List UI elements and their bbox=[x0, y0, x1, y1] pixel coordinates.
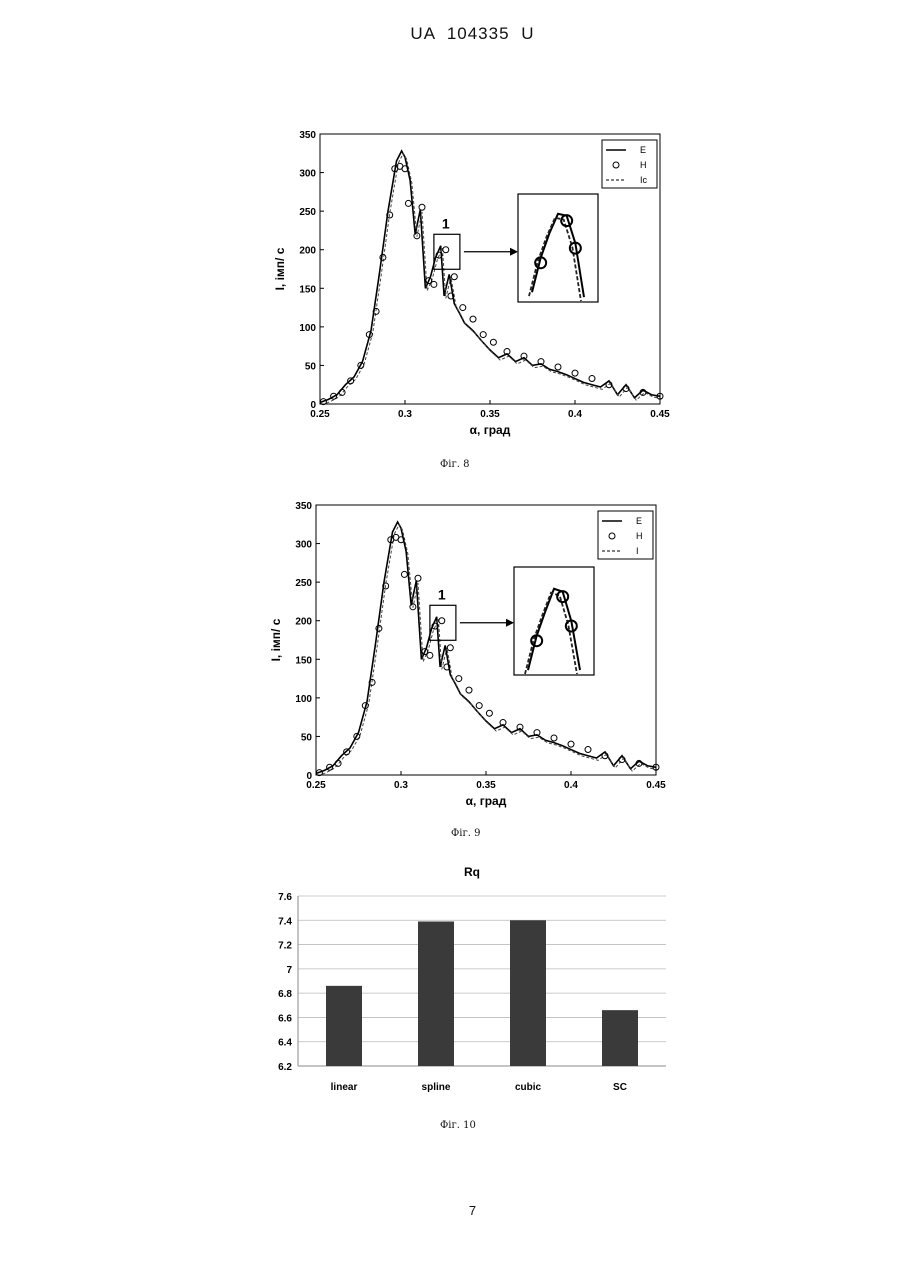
fig8-legend-box bbox=[602, 140, 657, 188]
fig9-marker-h bbox=[447, 645, 453, 651]
figure-10-caption: Фіг. 10 bbox=[440, 1120, 476, 1131]
fig9-y-axis-label: I, імп/ с bbox=[269, 618, 283, 661]
figure-9-caption: Фіг. 9 bbox=[451, 828, 480, 839]
fig9-annotation-label: 1 bbox=[438, 586, 446, 602]
fig8-y-tick-label: 300 bbox=[299, 169, 316, 180]
fig8-y-tick-label: 50 bbox=[305, 361, 317, 372]
fig10-bar-spline bbox=[418, 922, 454, 1067]
fig9-x-tick-label: 0.3 bbox=[394, 780, 408, 791]
fig8-marker-h bbox=[431, 281, 437, 287]
fig9-legend-label-dashed: I bbox=[636, 546, 639, 556]
fig9-series-e-line bbox=[316, 522, 656, 773]
fig10-y-tick-label: 6.4 bbox=[278, 1038, 292, 1049]
fig8-legend-label-e: E bbox=[640, 145, 646, 155]
fig8-annotation-label: 1 bbox=[442, 215, 450, 231]
fig10-y-tick-label: 6.2 bbox=[278, 1062, 292, 1073]
fig10-y-tick-label: 7.2 bbox=[278, 941, 292, 952]
fig8-marker-h bbox=[555, 364, 561, 370]
fig10-bar-linear bbox=[326, 986, 362, 1066]
fig9-y-tick-label: 150 bbox=[295, 655, 312, 666]
page-number: 7 bbox=[0, 1203, 901, 1218]
fig9-marker-h bbox=[476, 703, 482, 709]
fig8-y-tick-label: 250 bbox=[299, 207, 316, 218]
fig9-inset-frame bbox=[514, 567, 594, 675]
fig10-category-label: spline bbox=[422, 1082, 451, 1093]
fig9-y-tick-label: 50 bbox=[301, 732, 313, 743]
fig9-marker-h bbox=[439, 618, 445, 624]
fig10-y-tick-label: 7 bbox=[286, 965, 292, 976]
fig8-marker-h bbox=[419, 204, 425, 210]
fig9-legend-box bbox=[598, 511, 653, 559]
fig9-marker-h bbox=[415, 575, 421, 581]
figure-8-line-chart: 0501001502002503003500.250.30.350.40.45α… bbox=[268, 122, 688, 442]
fig9-y-tick-label: 200 bbox=[295, 617, 312, 628]
fig9-x-tick-label: 0.35 bbox=[476, 780, 496, 791]
fig9-marker-h bbox=[551, 735, 557, 741]
fig8-x-tick-label: 0.4 bbox=[568, 409, 582, 420]
fig8-x-axis-label: α, град bbox=[470, 423, 511, 437]
fig9-marker-h bbox=[401, 571, 407, 577]
fig10-category-label: linear bbox=[331, 1082, 358, 1093]
figure-9-line-chart: 0501001502002503003500.250.30.350.40.45α… bbox=[264, 493, 684, 813]
fig8-series-e-line bbox=[320, 151, 660, 402]
patent-header: UA 104335 U bbox=[0, 24, 901, 44]
fig8-marker-h bbox=[460, 305, 466, 311]
fig8-y-tick-label: 200 bbox=[299, 246, 316, 257]
fig8-marker-h bbox=[480, 332, 486, 338]
fig9-x-axis-label: α, град bbox=[466, 794, 507, 808]
fig8-marker-h bbox=[572, 370, 578, 376]
fig8-legend-label-h: H bbox=[640, 160, 647, 170]
fig10-y-tick-label: 7.6 bbox=[278, 892, 292, 903]
fig10-title: Rq bbox=[464, 865, 480, 879]
fig8-marker-h bbox=[405, 200, 411, 206]
fig10-category-label: SC bbox=[613, 1082, 627, 1093]
fig8-x-tick-label: 0.3 bbox=[398, 409, 412, 420]
fig9-zoom-arrowhead bbox=[506, 619, 514, 627]
figure-8-caption: Фіг. 8 bbox=[440, 459, 469, 470]
fig9-marker-h bbox=[568, 741, 574, 747]
fig8-zoom-arrowhead bbox=[510, 248, 518, 256]
fig9-marker-h bbox=[486, 710, 492, 716]
fig9-marker-h bbox=[585, 747, 591, 753]
fig8-series-dashed-line bbox=[322, 153, 662, 404]
fig8-y-tick-label: 150 bbox=[299, 284, 316, 295]
fig8-x-tick-label: 0.25 bbox=[310, 409, 330, 420]
fig9-x-tick-label: 0.45 bbox=[646, 780, 666, 791]
fig9-y-tick-label: 350 bbox=[295, 501, 312, 512]
fig9-y-tick-label: 300 bbox=[295, 540, 312, 551]
fig8-marker-h bbox=[470, 316, 476, 322]
fig10-y-tick-label: 6.8 bbox=[278, 989, 292, 1000]
fig8-marker-h bbox=[443, 247, 449, 253]
fig10-bar-SC bbox=[602, 1010, 638, 1066]
fig8-marker-h bbox=[589, 376, 595, 382]
fig9-marker-h bbox=[466, 687, 472, 693]
fig8-marker-h bbox=[451, 274, 457, 280]
fig9-series-dashed-line bbox=[318, 524, 658, 775]
fig9-legend-label-e: E bbox=[636, 516, 642, 526]
fig8-inset-frame bbox=[518, 194, 598, 302]
fig8-legend-label-dashed: Ic bbox=[640, 175, 648, 185]
fig9-x-tick-label: 0.4 bbox=[564, 780, 578, 791]
fig9-x-tick-label: 0.25 bbox=[306, 780, 326, 791]
fig10-bar-cubic bbox=[510, 920, 546, 1066]
fig10-y-tick-label: 7.4 bbox=[278, 916, 292, 927]
fig8-y-axis-label: I, імп/ с bbox=[273, 247, 287, 290]
fig8-marker-h bbox=[490, 339, 496, 345]
fig9-marker-h bbox=[456, 676, 462, 682]
fig9-y-tick-label: 250 bbox=[295, 578, 312, 589]
fig8-x-tick-label: 0.45 bbox=[650, 409, 670, 420]
fig9-marker-h bbox=[427, 652, 433, 658]
fig8-y-tick-label: 350 bbox=[299, 130, 316, 141]
fig9-y-tick-label: 100 bbox=[295, 694, 312, 705]
figure-10-bar-chart: Rq 6.2 6.4 6.6 6.8 7 7.2 7.4 7.6 linear spline cubi… bbox=[262, 858, 682, 1098]
fig10-category-label: cubic bbox=[515, 1082, 542, 1093]
fig9-legend-label-h: H bbox=[636, 531, 643, 541]
fig10-y-tick-label: 6.6 bbox=[278, 1013, 292, 1024]
fig8-x-tick-label: 0.35 bbox=[480, 409, 500, 420]
fig8-y-tick-label: 100 bbox=[299, 323, 316, 334]
